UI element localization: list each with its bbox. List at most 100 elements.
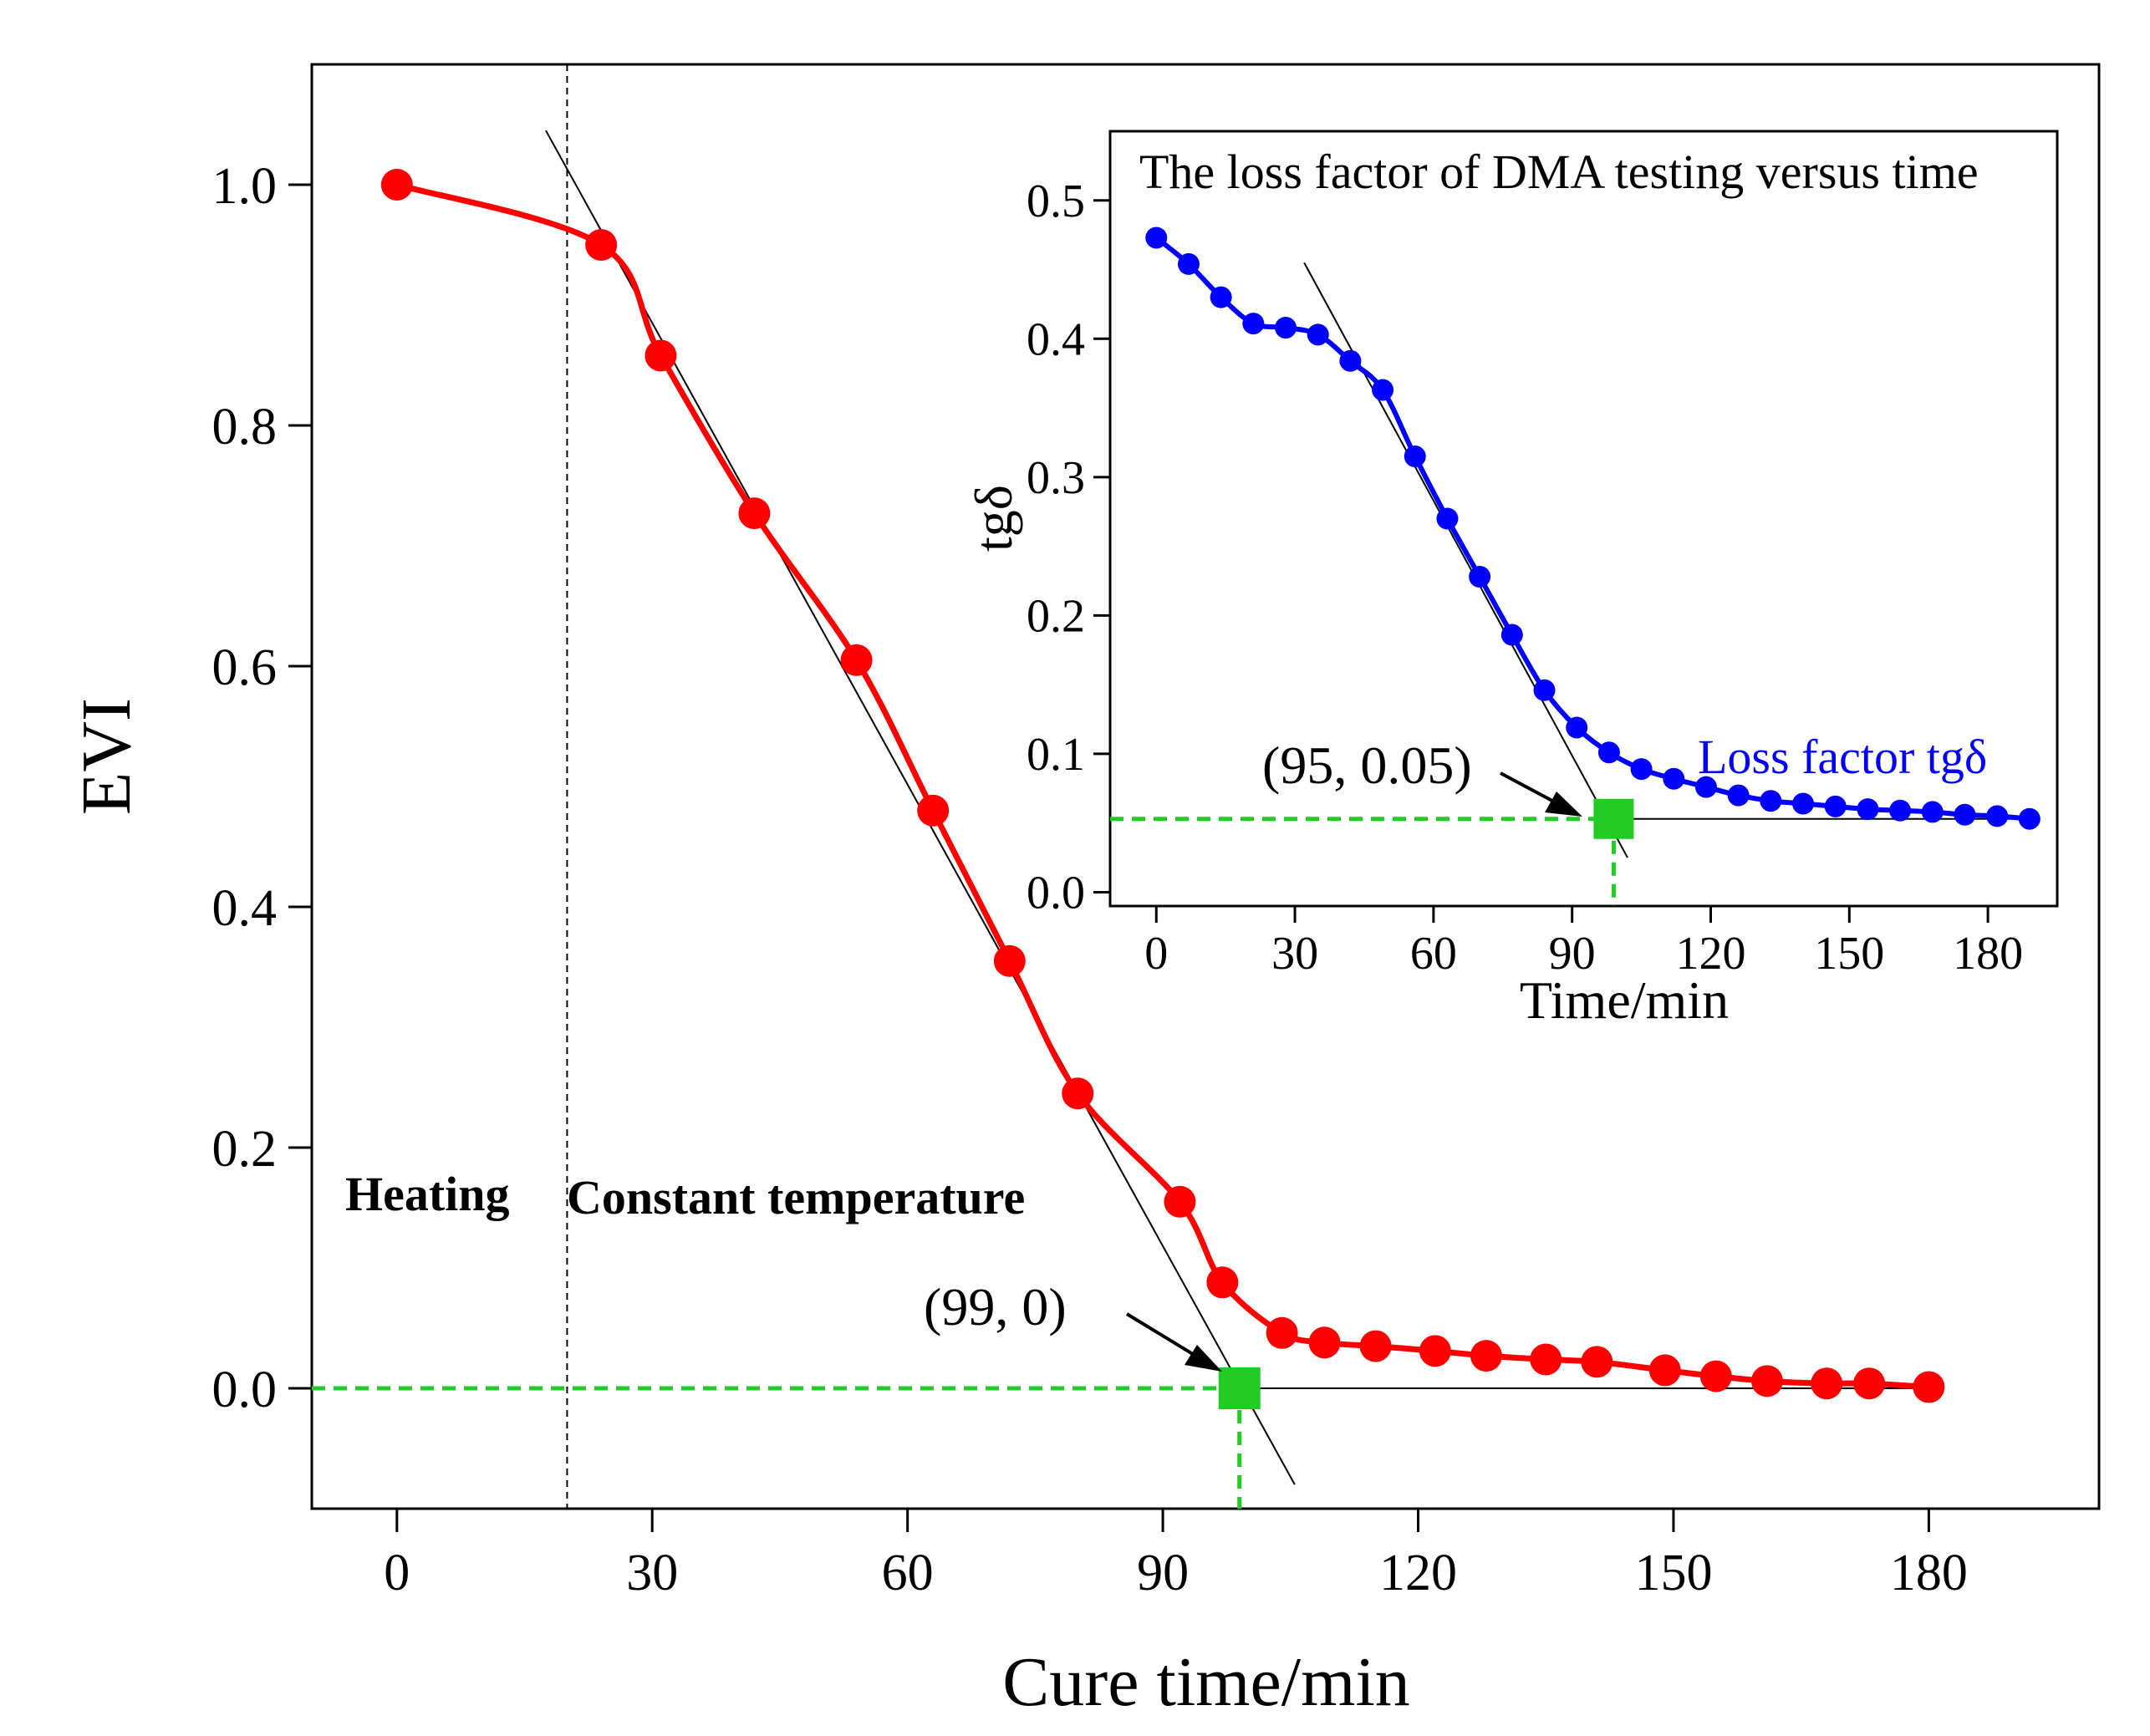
- main-y-tick-label: 0.0: [212, 1362, 278, 1418]
- inset-y-axis-title: tgδ: [964, 485, 1023, 552]
- inset-data-point: [1339, 349, 1362, 372]
- main-series-line: [395, 181, 1929, 1391]
- inset-data-point: [1307, 323, 1329, 346]
- main-marker-label: (99, 0): [924, 1277, 1067, 1336]
- main-y-tick-label: 0.2: [212, 1121, 278, 1178]
- main-data-point: [1164, 1185, 1196, 1218]
- main-data-point: [917, 794, 950, 827]
- main-data-point: [1530, 1343, 1562, 1376]
- main-data-point: [1913, 1371, 1945, 1403]
- inset-y-tick-label: 0.2: [1027, 590, 1085, 642]
- inset-x-tick-label: 60: [1410, 928, 1457, 980]
- inset-data-point: [1469, 566, 1491, 588]
- main-data-point: [1750, 1365, 1783, 1397]
- main-data-point: [1699, 1360, 1732, 1392]
- main-x-tick-label: 120: [1379, 1545, 1457, 1601]
- inset-x-ticks: 0 30 60 90 120 150 180: [1144, 906, 2023, 980]
- inset-data-point: [1889, 799, 1912, 822]
- inset-data-point: [2018, 807, 2040, 830]
- inset-x-tick-label: 0: [1144, 928, 1168, 980]
- inset-data-point: [1242, 313, 1265, 335]
- inset-data-point: [1954, 803, 1976, 826]
- main-data-point: [1308, 1326, 1341, 1359]
- main-y-ticks: 0.0 0.2 0.4 0.6 0.8 1.0: [212, 158, 312, 1418]
- main-x-tick-label: 180: [1890, 1545, 1968, 1601]
- inset-y-tick-label: 0.3: [1027, 452, 1085, 504]
- inset-data-point: [1177, 252, 1200, 275]
- inset-data-point: [1727, 784, 1750, 807]
- main-data-point: [644, 339, 677, 372]
- inset-y-tick-label: 0.5: [1027, 176, 1085, 227]
- inset-data-point: [1630, 758, 1653, 781]
- inset-data-point: [1921, 801, 1944, 823]
- inset-data-point: [1792, 792, 1815, 815]
- inset-marker-label: (95, 0.05): [1262, 736, 1472, 795]
- main-data-point: [1811, 1367, 1843, 1400]
- inset-data-point: [1533, 679, 1556, 701]
- main-x-tick-label: 60: [882, 1545, 934, 1601]
- main-chart: 0 30 60 90 120 150 180 0.0 0.2 0.4 0.6 0.8 1.0 Cure…: [68, 63, 2101, 1721]
- inset-y-tick-label: 0.1: [1027, 729, 1085, 781]
- inset-y-tick-label: 0.4: [1027, 313, 1085, 365]
- main-data-point: [1853, 1367, 1886, 1400]
- main-x-tick-label: 150: [1634, 1545, 1712, 1601]
- inset-data-point: [1857, 798, 1879, 821]
- inset-x-axis-title: Time/min: [1520, 970, 1729, 1030]
- inset-data-point: [1663, 767, 1685, 790]
- main-y-tick-label: 0.8: [212, 399, 278, 456]
- main-y-tick-label: 0.4: [212, 880, 278, 937]
- main-data-point: [840, 644, 873, 676]
- inset-x-tick-label: 30: [1271, 928, 1318, 980]
- main-data-point: [1266, 1316, 1298, 1349]
- main-data-point: [585, 229, 618, 261]
- inset-legend-label: Loss factor tgδ: [1698, 730, 1987, 784]
- main-data-point: [1419, 1335, 1451, 1367]
- inset-data-point: [1404, 445, 1426, 468]
- inset-data-point: [1760, 790, 1782, 812]
- main-x-ticks: 0 30 60 90 120 150 180: [384, 1509, 1968, 1601]
- inset-x-tick-label: 150: [1814, 928, 1884, 980]
- main-data-point: [1359, 1330, 1392, 1362]
- main-data-point: [1470, 1340, 1502, 1372]
- inset-data-point: [1566, 716, 1588, 739]
- main-plot-frame: [310, 63, 2101, 1510]
- main-data-point: [380, 169, 413, 201]
- inset-data-point: [1500, 624, 1523, 646]
- inset-data-point: [1372, 379, 1394, 401]
- inset-data-point: [1436, 507, 1459, 530]
- main-series: [380, 169, 1945, 1403]
- main-data-point: [738, 497, 771, 530]
- inset-data-point: [1597, 741, 1620, 764]
- inset-title: The loss factor of DMA testing versus ti…: [1139, 145, 1979, 199]
- inset-x-tick-label: 180: [1953, 928, 2023, 980]
- inset-y-tick-label: 0.0: [1027, 867, 1085, 919]
- main-data-point: [993, 944, 1026, 977]
- main-marker-square: [1218, 1367, 1261, 1409]
- main-data-point: [1648, 1354, 1681, 1387]
- phase-label-constant-temperature: Constant temperature: [567, 1170, 1025, 1224]
- main-y-axis-title: EVI: [68, 698, 145, 815]
- main-marker: [1218, 1367, 1261, 1409]
- inset-data-point: [1824, 795, 1847, 817]
- main-y-tick-label: 1.0: [212, 158, 278, 215]
- inset-data-point: [1694, 776, 1717, 798]
- inset-marker-square: [1593, 798, 1634, 839]
- main-y-tick-label: 0.6: [212, 639, 278, 696]
- main-x-tick-label: 30: [626, 1545, 678, 1601]
- inset-data-point: [1986, 805, 2009, 827]
- inset-marker: [1593, 798, 1634, 839]
- main-x-axis-title: Cure time/min: [1002, 1643, 1410, 1721]
- inset-x-tick-label: 90: [1549, 928, 1596, 980]
- inset-series: [1145, 227, 2040, 830]
- main-x-tick-label: 0: [384, 1545, 410, 1601]
- inset-y-ticks: 0.0 0.1 0.2 0.3 0.4 0.5: [1027, 176, 1110, 919]
- inset-data-point: [1145, 227, 1168, 249]
- inset-marker-arrow: [1500, 771, 1582, 817]
- inset-x-tick-label: 120: [1675, 928, 1745, 980]
- main-x-tick-label: 90: [1137, 1545, 1189, 1601]
- inset-data-point: [1210, 286, 1232, 308]
- main-data-point: [1581, 1346, 1613, 1378]
